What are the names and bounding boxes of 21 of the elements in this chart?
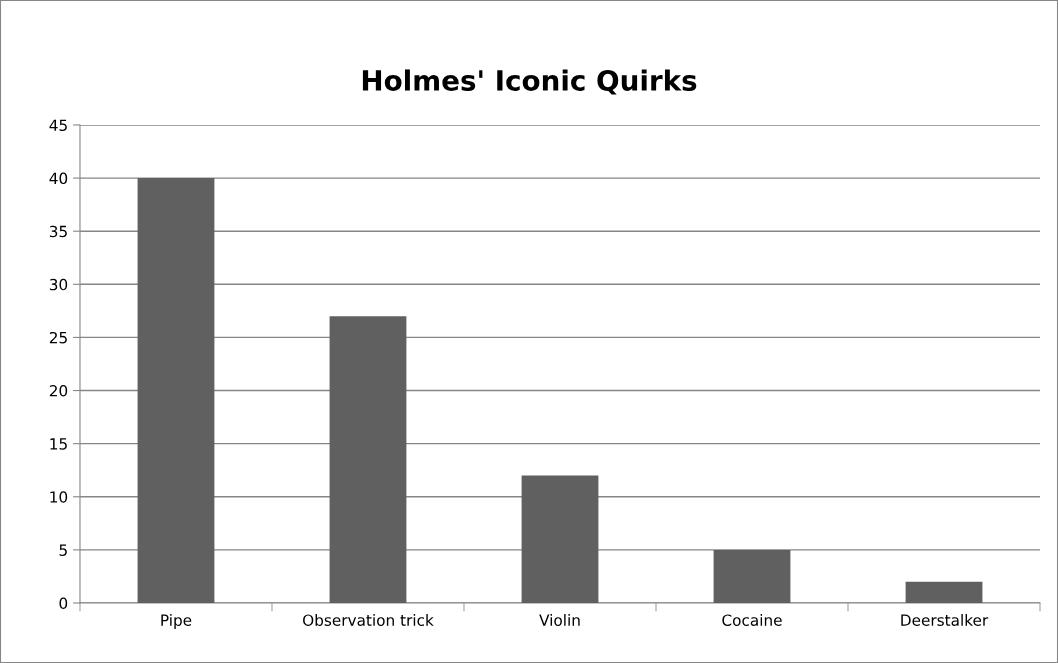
y-tick-label: 10 [50, 491, 68, 503]
x-tick-label: Pipe [161, 614, 192, 629]
bar [329, 316, 407, 603]
y-tick-label: 15 [50, 438, 67, 450]
bar [521, 475, 599, 603]
y-tick-label: 35 [49, 225, 67, 238]
chart-title: Holmes' Iconic Quirks [362, 69, 697, 95]
bar [905, 581, 983, 603]
y-tick-label: 5 [59, 544, 67, 556]
y-tick-label: 40 [49, 172, 68, 185]
y-tick-label: 25 [49, 331, 67, 344]
x-tick-label: Violin [539, 614, 580, 626]
y-tick-label: 20 [49, 385, 68, 397]
y-tick-label: 45 [49, 119, 67, 131]
y-tick-label: 0 [59, 597, 68, 610]
bar [137, 178, 215, 603]
x-tick-label: Observation trick [303, 614, 434, 626]
x-tick-label: Cocaine [722, 614, 782, 626]
y-tick-label: 30 [49, 278, 68, 291]
bar [713, 549, 791, 603]
x-tick-label: Deerstalker [901, 614, 989, 626]
